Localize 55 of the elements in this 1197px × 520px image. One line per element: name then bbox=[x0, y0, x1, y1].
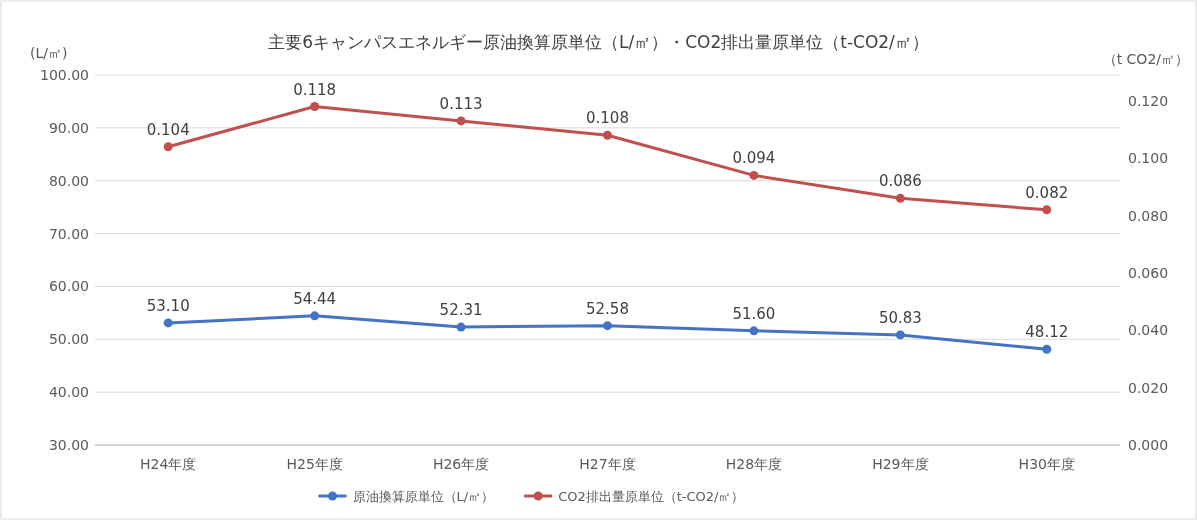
y2-axis-title: （t CO2/㎡） bbox=[1102, 51, 1189, 67]
chart-title: 主要6キャンパスエネルギー原油換算原単位（L/㎡）・CO2排出量原単位（t-CO2/㎡） bbox=[268, 32, 929, 52]
x-tick-label: H28年度 bbox=[725, 456, 783, 472]
point bbox=[1042, 344, 1052, 354]
y2-tick-label: 0.000 bbox=[1128, 437, 1169, 453]
x-tick-label: H30年度 bbox=[1018, 456, 1075, 472]
point bbox=[603, 321, 612, 331]
point bbox=[456, 116, 466, 126]
data-label: 52.58 bbox=[586, 299, 629, 318]
y-tick-label: 90.00 bbox=[48, 119, 89, 136]
point bbox=[163, 318, 173, 328]
x-tick-label: H27年度 bbox=[579, 456, 636, 472]
data-label: 51.60 bbox=[732, 304, 776, 323]
data-label: 53.10 bbox=[146, 296, 190, 315]
data-label: 0.082 bbox=[1025, 183, 1069, 202]
point bbox=[163, 142, 173, 152]
point bbox=[895, 330, 905, 340]
x-tick-label: H24年度 bbox=[140, 456, 197, 472]
data-label: 0.113 bbox=[439, 94, 483, 113]
data-label: 0.086 bbox=[878, 172, 922, 191]
x-tick-label: H25年度 bbox=[286, 456, 343, 472]
y2-tick-label: 0.020 bbox=[1128, 379, 1169, 396]
y-tick-label: 30.00 bbox=[48, 437, 89, 453]
point bbox=[310, 102, 320, 112]
x-tick-label: H29年度 bbox=[872, 456, 929, 472]
data-label: 48.12 bbox=[1025, 323, 1069, 342]
data-label: 50.83 bbox=[878, 308, 922, 327]
y2-tick-label: 0.120 bbox=[1128, 92, 1169, 109]
point bbox=[1042, 205, 1052, 215]
point bbox=[749, 170, 759, 180]
y-tick-label: 70.00 bbox=[48, 225, 89, 242]
legend-label: CO2排出量原単位（t-CO2/㎡） bbox=[558, 489, 745, 504]
y-tick-label: 60.00 bbox=[48, 278, 89, 295]
y2-tick-label: 0.100 bbox=[1128, 150, 1169, 167]
y-tick-label: 100.00 bbox=[40, 67, 89, 83]
y-tick-label: 80.00 bbox=[48, 172, 89, 189]
y2-tick-label: 0.060 bbox=[1128, 264, 1169, 281]
data-label: 0.094 bbox=[732, 149, 776, 168]
legend-label: 原油換算原単位（L/㎡） bbox=[352, 489, 495, 504]
point bbox=[603, 130, 612, 140]
y-tick-label: 40.00 bbox=[48, 384, 89, 401]
y2-tick-label: 0.080 bbox=[1128, 207, 1169, 224]
data-label: 54.44 bbox=[293, 289, 337, 308]
data-label: 0.118 bbox=[293, 80, 337, 99]
y2-tick-label: 0.040 bbox=[1128, 322, 1169, 339]
point bbox=[749, 326, 759, 336]
y-axis-title: (L/㎡) bbox=[30, 45, 68, 61]
data-label: 52.31 bbox=[439, 301, 483, 320]
point bbox=[895, 193, 905, 203]
point bbox=[456, 322, 466, 332]
x-tick-label: H26年度 bbox=[432, 456, 490, 472]
y-tick-label: 50.00 bbox=[48, 331, 89, 348]
data-label: 0.108 bbox=[586, 109, 629, 128]
point bbox=[310, 311, 320, 321]
data-label: 0.104 bbox=[146, 120, 190, 139]
